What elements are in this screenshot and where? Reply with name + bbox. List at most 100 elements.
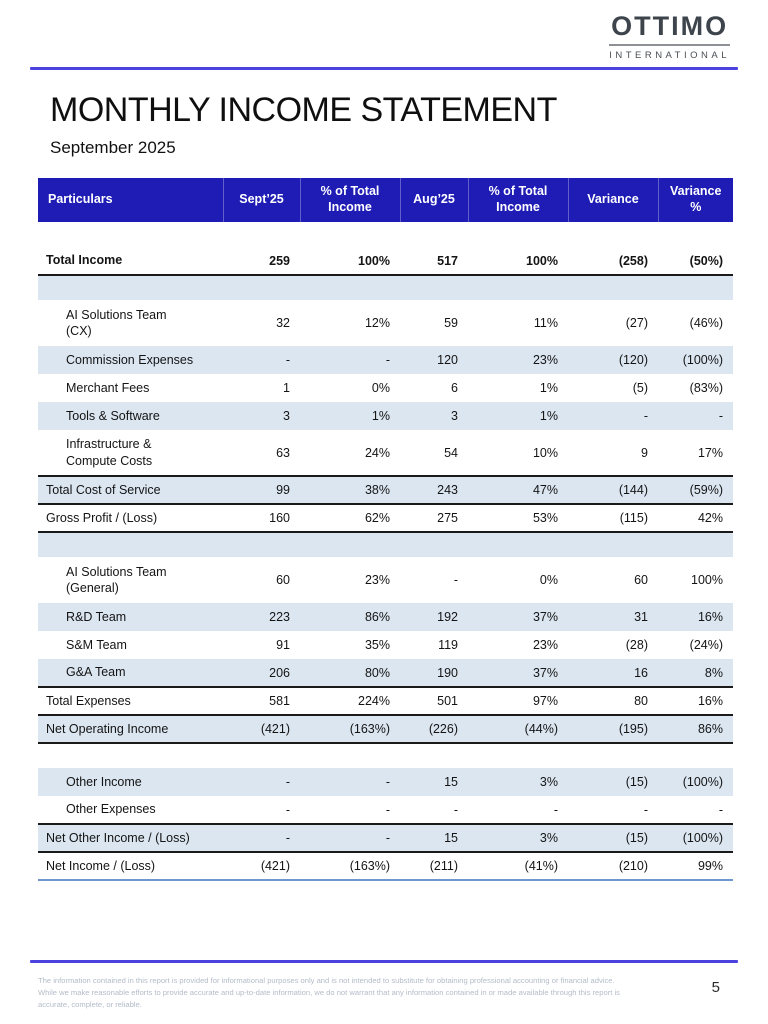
cell-value: 0% [371, 381, 390, 395]
cell-value: 24% [364, 445, 390, 460]
cell-value: (100%) [658, 823, 733, 852]
cell-value: (210) [568, 851, 658, 881]
cell-value: 192 [400, 603, 468, 631]
table-row: Net Operating Income (421) (163%) (226) (44%… [38, 714, 733, 744]
logo-wordmark: OTTIMO [609, 11, 730, 46]
cell-value: - [223, 823, 300, 852]
cell-value: 60 [276, 573, 290, 587]
row-label: Tools & Software [38, 402, 223, 430]
cell-value: 86% [658, 714, 733, 744]
cell-value: - [718, 802, 723, 817]
cell-value: 99 [223, 475, 300, 504]
cell-value: 1% [300, 402, 400, 430]
table-row: Other Expenses - - - - - - [38, 796, 733, 824]
cell-value: (15) [568, 823, 658, 852]
cell-value: 100% [468, 247, 568, 276]
cell-value: 224% [300, 686, 400, 715]
cell-value: 160 [223, 503, 300, 533]
row-label: Net Other Income / (Loss) [38, 823, 223, 852]
cell-value: 119 [438, 638, 458, 652]
cell-value: 60 [634, 573, 648, 587]
page-title: MONTHLY INCOME STATEMENT [50, 91, 557, 129]
cell-value: 62% [300, 503, 400, 533]
title-block: MONTHLY INCOME STATEMENT September 2025 [50, 91, 557, 158]
footer-content: The information contained in this report… [30, 975, 738, 1010]
cell-value: (163%) [300, 851, 400, 881]
table-row: Merchant Fees 1 0% 6 1% (5) (83%) [38, 374, 733, 402]
cell-value: 91 [276, 638, 290, 652]
cell-value: 23% [468, 346, 568, 374]
logo-subtitle: INTERNATIONAL [609, 49, 730, 61]
spacer-row [38, 222, 733, 247]
cell-value: 190 [400, 659, 468, 687]
cell-value: (120) [568, 346, 658, 374]
cell-value: 99% [658, 851, 733, 881]
cell-value: 80% [300, 659, 400, 687]
spacer-row [38, 532, 733, 557]
row-label: S&M Team [66, 637, 127, 652]
cell-value: - [300, 823, 400, 852]
cell-value: (421) [223, 851, 300, 881]
cell-value: - [453, 802, 458, 817]
cell-value: 9 [641, 445, 648, 460]
cell-value: (421) [223, 714, 300, 744]
cell-value: (83%) [689, 381, 723, 395]
cell-value: 32 [276, 316, 290, 330]
income-table: Particulars Sept’25 % of Total Income Au… [38, 178, 733, 881]
cell-value: 42% [658, 503, 733, 533]
cell-value: (163%) [300, 714, 400, 744]
cell-value: 37% [468, 659, 568, 687]
table-row: Tools & Software 3 1% 3 1% - - [38, 402, 733, 430]
cell-value: - [300, 346, 400, 374]
cell-value: 63 [276, 445, 290, 460]
cell-value: 97% [468, 686, 568, 715]
cell-value: 47% [468, 475, 568, 504]
cell-value: - [285, 802, 290, 817]
row-label: Net Operating Income [38, 714, 223, 744]
cell-value: 80 [568, 686, 658, 715]
cell-value: (15) [568, 768, 658, 796]
cell-value: - [385, 802, 390, 817]
page-footer: The information contained in this report… [30, 960, 738, 1010]
header-divider [30, 67, 738, 70]
cell-value: (27) [625, 316, 648, 330]
cell-value: (258) [568, 247, 658, 276]
column-header-pct-income-aug: % of Total Income [467, 178, 568, 222]
table-row: Total Income 259 100% 517 100% (258) (50%) [38, 247, 733, 276]
cell-value: 1 [283, 381, 290, 395]
cell-value: (46%) [689, 316, 723, 330]
row-label: Total Income [38, 247, 223, 276]
cell-value: 16% [658, 603, 733, 631]
cell-value: 16 [568, 659, 658, 687]
table-row: Net Other Income / (Loss) - -15 3% (15) (100%… [38, 823, 733, 852]
cell-value: (100%) [658, 768, 733, 796]
cell-value: 53% [468, 503, 568, 533]
cell-value: 8% [658, 659, 733, 687]
cell-value: (50%) [658, 247, 733, 276]
cell-value: (100%) [658, 346, 733, 374]
column-header-sept25: Sept’25 [222, 178, 300, 222]
cell-value: (5) [632, 381, 648, 395]
cell-value: 100% [691, 573, 723, 587]
spacer-row [38, 275, 733, 300]
cell-value: (59%) [658, 475, 733, 504]
cell-value: 223 [223, 603, 300, 631]
table-row: Net Income / (Loss) (421) (163%) (211) (41%)… [38, 851, 733, 881]
cell-value: 86% [300, 603, 400, 631]
cell-value: 38% [300, 475, 400, 504]
cell-value: - [223, 768, 300, 796]
cell-value: 12% [364, 316, 390, 330]
footer-divider [30, 960, 738, 963]
cell-value: 11% [533, 316, 558, 330]
column-header-aug25: Aug’25 [399, 178, 468, 222]
cell-value: 120 [400, 346, 468, 374]
table-row: Gross Profit / (Loss) 160 62% 275 53% (115) 42… [38, 503, 733, 533]
cell-value: 3 [400, 402, 468, 430]
cell-value: 259 [223, 247, 300, 276]
cell-value: 17% [697, 445, 723, 460]
cell-value: 581 [223, 686, 300, 715]
row-label: AI Solutions Team (General) [66, 564, 167, 595]
cell-value: 1% [539, 381, 558, 395]
spacer-cell [38, 222, 733, 247]
